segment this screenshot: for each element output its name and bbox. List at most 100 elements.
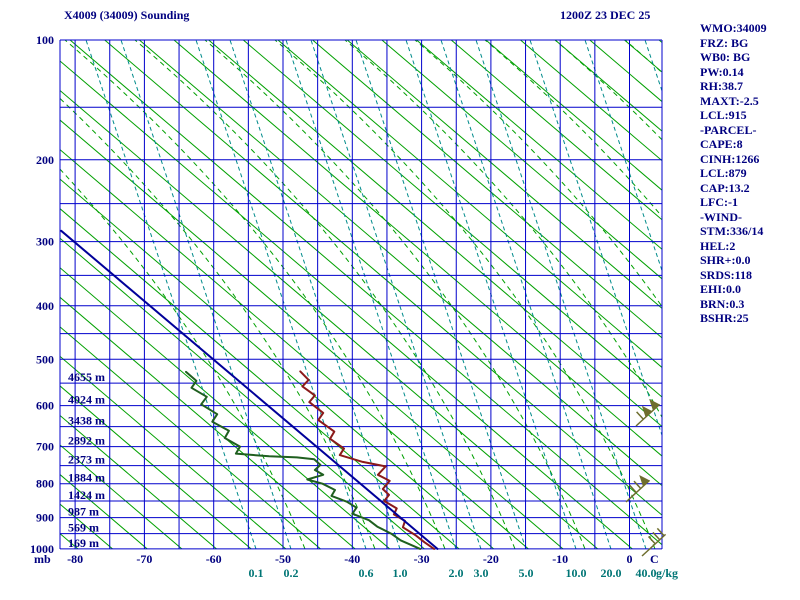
stat-line: CAP:13.2 (700, 180, 750, 195)
height-label: 4024 m (68, 393, 105, 407)
wind-barb-staff (641, 533, 667, 557)
dry-adiabat-line (554, 40, 662, 132)
moist-adiabat-line (64, 40, 446, 549)
height-label: 1884 m (68, 471, 105, 485)
pressure-unit-label: mb (34, 552, 51, 566)
dry-adiabat-line (450, 40, 662, 221)
pressure-tick-label: 400 (36, 299, 54, 313)
wind-barb-tick (652, 531, 661, 541)
dry-adiabat-line (60, 267, 391, 549)
pressure-tick-label: 800 (36, 477, 54, 491)
stat-line: WMO:34009 (700, 21, 767, 35)
mixing-ratio-line (529, 40, 662, 437)
dry-adiabat-line (60, 532, 79, 549)
dry-adiabat-line (312, 40, 662, 339)
stat-line: STM:336/14 (700, 224, 764, 238)
wind-barbs (625, 398, 667, 557)
dry-adiabat-line (60, 89, 599, 549)
dry-adiabat-line (277, 40, 662, 369)
stat-line: HEL:2 (700, 238, 736, 253)
height-label: 3438 m (68, 414, 105, 428)
temperature-unit-label: C (650, 552, 659, 566)
temperature-tick-label: -30 (414, 552, 430, 566)
temperature-tick-label: -10 (552, 552, 568, 566)
mixing-ratio-label: 1.0 (393, 566, 408, 580)
wind-barb-pennant (639, 474, 650, 487)
height-label: 2373 m (68, 453, 105, 467)
moist-adiabat-line (484, 40, 662, 218)
dry-adiabat-line (60, 60, 633, 549)
stat-line: BSHR:25 (700, 311, 749, 325)
mixing-unit-label: g/kg (656, 566, 678, 580)
mixing-ratio-line (85, 40, 257, 549)
dry-adiabat-line (485, 40, 662, 191)
mixing-ratio-line (229, 40, 401, 549)
mixing-ratio-line (120, 40, 292, 549)
parcel-trace (60, 229, 439, 550)
chart-datetime: 1200Z 23 DEC 25 (560, 8, 651, 22)
dry-adiabat-line (381, 40, 662, 280)
stat-line: SRDS:118 (700, 267, 753, 282)
stats-panel: WMO:34009 FRZ: BG WB0: BG PW:0.14 RH:38.7 MAX… (700, 21, 767, 326)
temperature-tick-label: 0 (627, 552, 633, 566)
height-label: 987 m (68, 505, 99, 519)
pressure-tick-label: 100 (36, 33, 54, 47)
mixing-ratio-label: 0.6 (359, 566, 374, 580)
pressure-tick-label: 900 (36, 511, 54, 525)
stat-line: MAXT:-2.5 (700, 93, 759, 108)
moist-adiabats (60, 40, 662, 549)
temperature-tick-label: -80 (67, 552, 83, 566)
temperature-tick-label: -60 (206, 552, 222, 566)
dry-adiabat-line (60, 444, 183, 549)
dry-adiabat-line (60, 355, 287, 549)
temperature-tick-label: -70 (136, 552, 152, 566)
dry-adiabat-line (60, 148, 529, 549)
moist-adiabat-line (134, 40, 516, 549)
stat-line: BRN:0.3 (700, 296, 745, 311)
wind-barb-tick (636, 411, 644, 420)
wind-barb-tick (629, 484, 637, 494)
stat-line: WB0: BG (700, 50, 751, 64)
height-label: 569 m (68, 521, 99, 535)
dry-adiabat-line (60, 237, 425, 549)
mixing-ratio-label: 0.1 (249, 566, 264, 580)
mixing-ratio-label: 0.2 (284, 566, 299, 580)
moist-adiabat-line (204, 40, 586, 549)
sounding-traces (60, 229, 439, 550)
dry-adiabat-line (208, 40, 662, 428)
pressure-tick-label: 200 (36, 153, 54, 167)
pressure-tick-label: 700 (36, 440, 54, 454)
pressure-tick-label: 1000 (30, 542, 54, 556)
dry-adiabat-line (60, 178, 495, 549)
dry-adiabat-line (242, 40, 662, 398)
wind-barb-pennant (649, 398, 660, 411)
dry-adiabat-line (416, 40, 662, 250)
temperature-tick-label: -40 (344, 552, 360, 566)
height-label: 2892 m (68, 434, 105, 448)
grid-lines (59, 39, 663, 550)
wind-barb-tick (633, 480, 642, 489)
dry-adiabat-line (60, 414, 217, 549)
moist-adiabat-line (414, 40, 662, 308)
stat-line: LCL:915 (700, 108, 747, 122)
height-label: 4655 m (68, 370, 105, 384)
stat-line: -PARCEL- (700, 122, 757, 137)
dry-adiabat-line (60, 296, 356, 549)
chart-title: X4009 (34009) Sounding (64, 8, 190, 22)
mixing-ratio-label: 5.0 (519, 566, 534, 580)
moist-adiabat-line (274, 40, 656, 549)
dry-adiabat-line (139, 40, 662, 487)
height-label: 169 m (68, 536, 99, 550)
mixing-ratio-label: 20.0 (601, 566, 622, 580)
dry-adiabat-line (346, 40, 662, 310)
dry-adiabat-line (60, 119, 564, 549)
dry-adiabat-line (173, 40, 662, 457)
dry-adiabat-line (60, 326, 321, 549)
wind-barb-tick (656, 527, 665, 537)
stat-line: PW:0.14 (700, 64, 744, 79)
dewpoint-trace (185, 370, 422, 550)
temperature-tick-label: -50 (275, 552, 291, 566)
moist-adiabat-line (344, 40, 662, 419)
